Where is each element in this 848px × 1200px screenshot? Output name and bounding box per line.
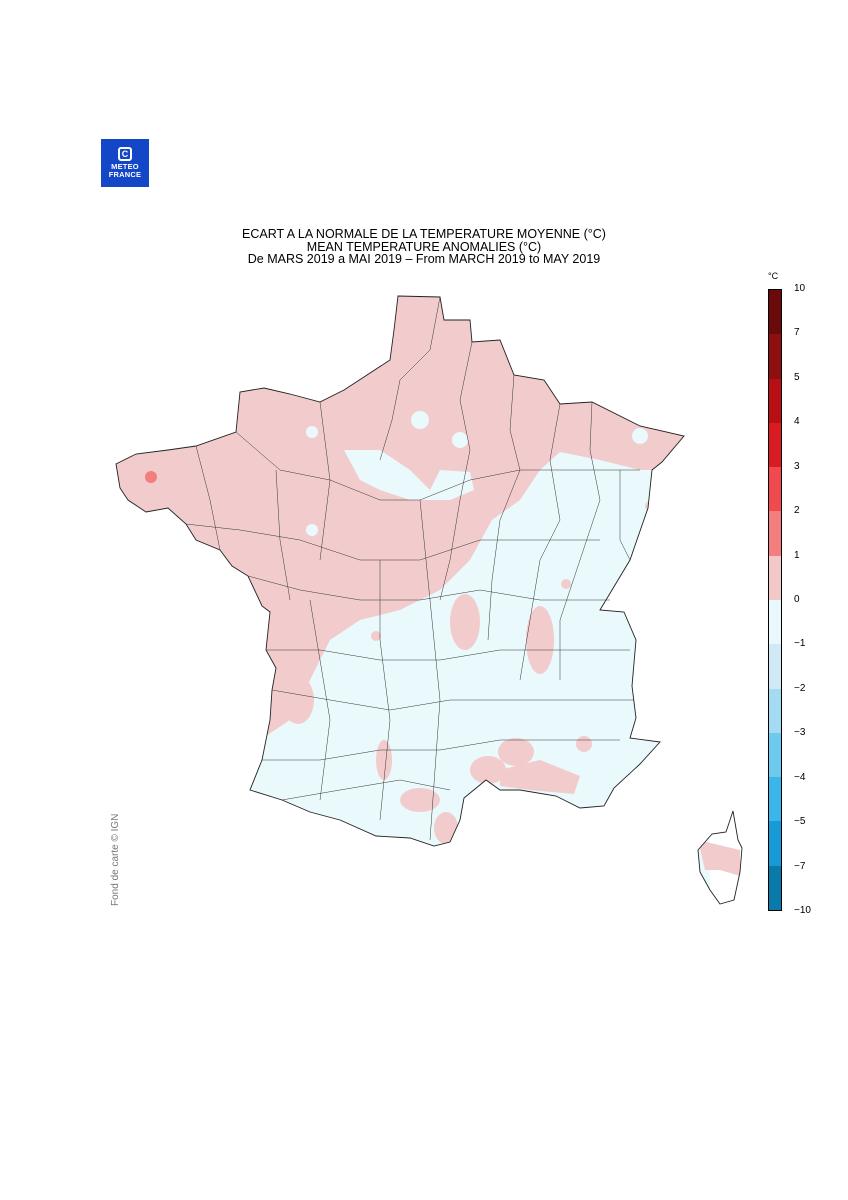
title-line-2: MEAN TEMPERATURE ANOMALIES (°C) — [306, 239, 542, 254]
legend-color-segment — [769, 865, 781, 911]
logo-text-line2: FRANCE — [108, 170, 142, 179]
legend-color-segment — [769, 732, 781, 778]
legend-tick-label: −2 — [794, 682, 806, 694]
logo-text-line1: METEO — [111, 162, 139, 171]
legend-tick-label: 2 — [794, 505, 800, 517]
legend-color-segment — [769, 644, 781, 690]
legend-tick-label: −3 — [794, 727, 806, 739]
legend-tick-label: 1 — [794, 549, 800, 561]
legend-color-segment — [769, 422, 781, 468]
legend-tick-label: 3 — [794, 460, 800, 472]
legend-unit: °C — [768, 271, 779, 281]
legend-tick-label: −4 — [794, 771, 806, 783]
legend-tick-label: −7 — [794, 860, 806, 872]
legend-color-segment — [769, 290, 781, 335]
legend-color-segment — [769, 777, 781, 822]
legend-tick-label: −5 — [794, 816, 806, 828]
title-line-3: De MARS 2019 a MAI 2019 – From MARCH 201… — [247, 252, 601, 266]
map-title: ECART A LA NORMALE DE LA TEMPERATURE MOY… — [180, 228, 668, 266]
legend-tick-label: −10 — [794, 905, 811, 916]
legend-colorbar — [768, 289, 782, 911]
legend-tick-label: −1 — [794, 638, 806, 650]
legend-color-segment — [769, 378, 781, 424]
legend-color-segment — [769, 467, 781, 512]
title-line-1: ECART A LA NORMALE DE LA TEMPERATURE MOY… — [242, 227, 606, 241]
legend-tick-label: 10 — [794, 283, 806, 294]
legend-tick-label: 4 — [794, 416, 800, 428]
legend-color-segment — [769, 821, 781, 867]
legend-color-segment — [769, 688, 781, 734]
logo-icon: C — [118, 147, 132, 161]
legend-color-segment — [769, 555, 781, 601]
legend-tick-label: 0 — [794, 594, 800, 605]
legend-color-segment — [769, 334, 781, 380]
legend-color-segment — [769, 600, 781, 645]
legend-tick-label: 7 — [794, 327, 800, 339]
legend-tick-label: 5 — [794, 371, 800, 383]
meteo-france-logo: C METEO FRANCE — [101, 139, 149, 187]
legend-color-segment — [769, 511, 781, 557]
